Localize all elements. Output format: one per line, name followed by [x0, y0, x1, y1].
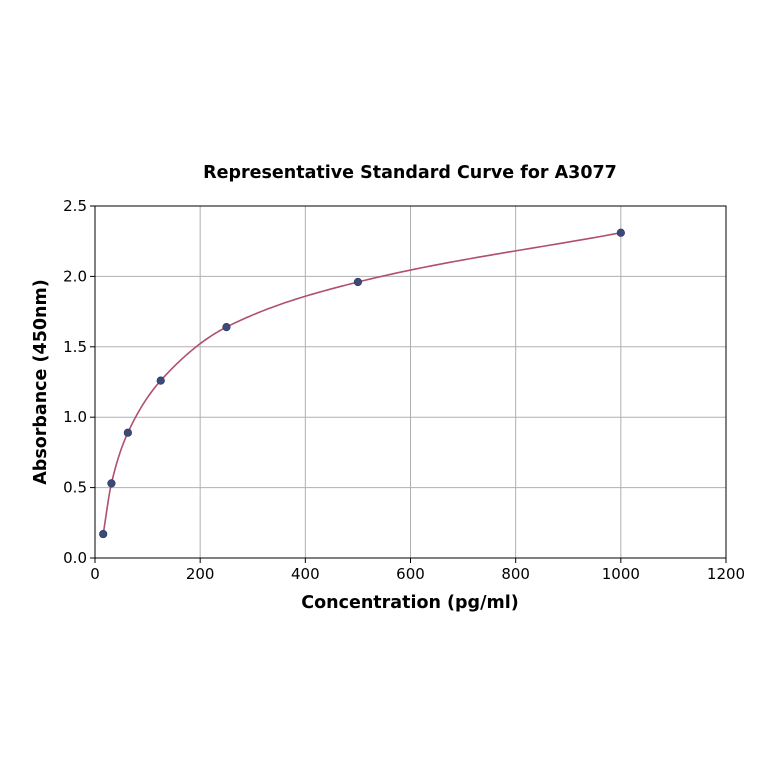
- data-point: [616, 228, 625, 237]
- y-tick-label: 1.5: [63, 338, 87, 356]
- x-tick-label: 1200: [707, 565, 745, 583]
- x-tick-label: 200: [186, 565, 215, 583]
- fit-curve-layer: [102, 231, 621, 535]
- grid: [94, 205, 727, 559]
- x-tick-label: 400: [291, 565, 320, 583]
- x-tick-label: 600: [396, 565, 425, 583]
- data-point: [222, 322, 231, 332]
- x-tick-label: 1000: [602, 565, 640, 583]
- data-point: [107, 479, 116, 488]
- y-tick-label: 0.5: [63, 479, 87, 497]
- y-axis-ticks: 0.0 0.5 1.0 1.5 2.0 2.5: [63, 197, 95, 567]
- data-point: [123, 428, 132, 437]
- y-tick-label: 2.0: [63, 267, 87, 285]
- data-point: [156, 376, 165, 385]
- y-axis-label: Absorbance (450nm): [31, 279, 51, 485]
- data-point: [99, 529, 108, 539]
- data-points: [99, 228, 625, 539]
- x-axis-ticks: 0 200 400 600 800 1000 1200: [90, 558, 745, 583]
- y-tick-label: 2.5: [63, 197, 87, 215]
- y-tick-label: 1.0: [63, 408, 87, 426]
- chart-title: Representative Standard Curve for A3077: [203, 163, 617, 183]
- y-tick-label: 0.0: [63, 549, 87, 567]
- x-tick-label: 800: [501, 565, 530, 583]
- x-tick-label: 0: [90, 565, 100, 583]
- data-point: [353, 277, 363, 287]
- x-axis-label: Concentration (pg/ml): [301, 593, 518, 613]
- fit-curve: [102, 231, 621, 535]
